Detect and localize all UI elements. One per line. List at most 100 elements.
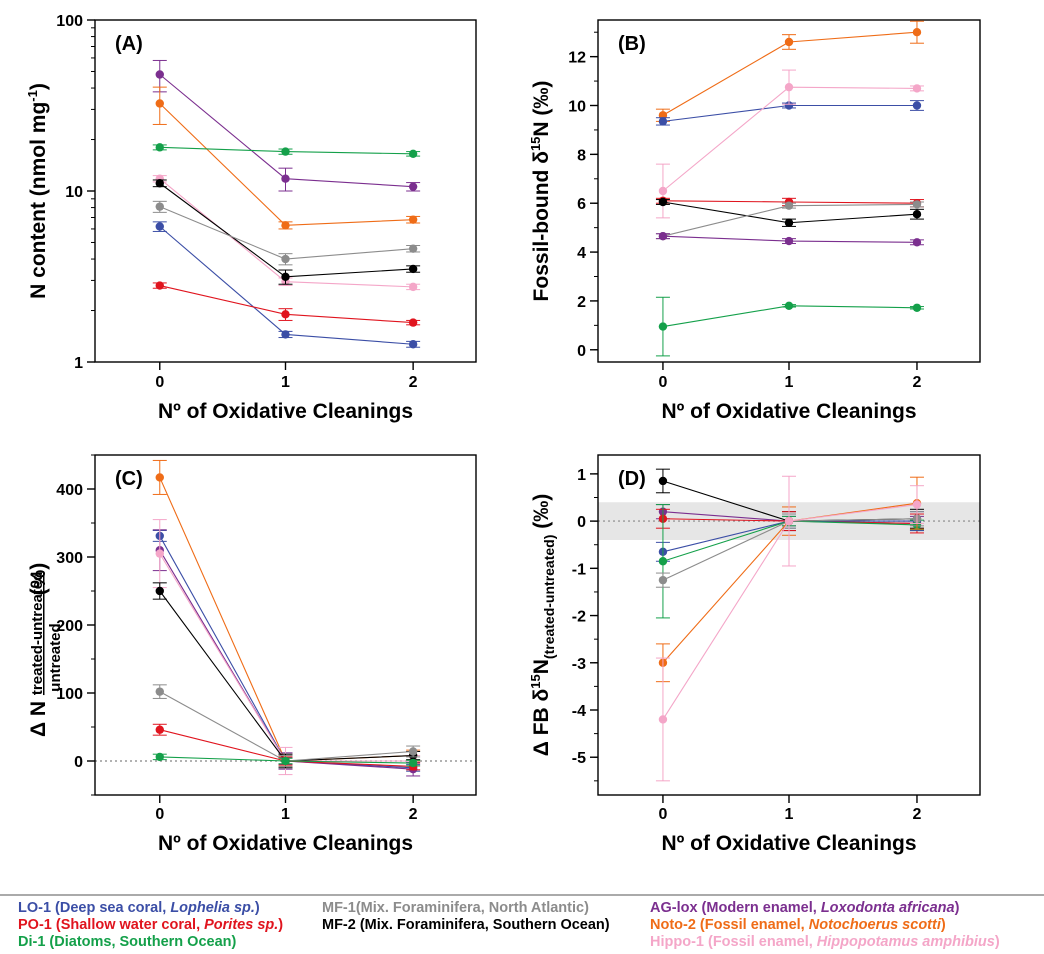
y-tick-label: -4: [572, 703, 586, 720]
series-Hippo-1: [152, 519, 421, 776]
data-point-AG-lox: [155, 70, 164, 79]
data-point-MF-1: [658, 575, 668, 585]
series-Di-1: [152, 752, 421, 768]
panel-label: (C): [115, 468, 143, 490]
data-point-Di-1: [281, 147, 290, 156]
data-point-PO-1: [281, 310, 290, 319]
y-tick-label: -5: [572, 750, 586, 767]
y-axis-label: Δ FB δ15N(treated-untreated) (‰): [528, 494, 557, 756]
data-point-Di-1: [784, 301, 794, 311]
data-point-Hippo-1: [408, 282, 418, 292]
series-line-Noto-2: [159, 477, 414, 762]
data-point-MF-2: [912, 210, 922, 219]
x-tick-label: 0: [658, 374, 667, 391]
legend-entry-LO-1: LO-1 (Deep sea coral, Lophelia sp.): [18, 900, 260, 916]
data-point-MF-2: [408, 264, 418, 274]
data-point-MF-2: [281, 272, 290, 281]
series-Noto-2: [152, 86, 421, 230]
y-tick-label: 100: [56, 686, 83, 703]
legend-entry-MF-1: MF-1(Mix. Foraminifera, North Atlantic): [322, 900, 589, 916]
data-point-MF-1: [408, 747, 418, 756]
legend-entry-Di-1: Di-1 (Diatoms, Southern Ocean): [18, 934, 237, 950]
series-line-Hippo-1: [159, 178, 414, 288]
chart-panel-3: 0 100 200 300 400 0 1 2 Nº of Oxidative Cleaning…: [27, 454, 477, 855]
data-point-Noto-2: [155, 473, 164, 482]
data-point-MF-1: [281, 254, 290, 264]
data-point-AG-lox: [784, 236, 794, 246]
data-point-Di-1: [155, 752, 164, 762]
data-point-MF-2: [658, 476, 668, 486]
data-point-MF-2: [784, 218, 794, 227]
y-tick-label: 10: [568, 99, 586, 116]
series-MF-2: [655, 197, 924, 227]
data-point-Di-1: [658, 322, 668, 331]
data-point-Noto-2: [912, 28, 922, 37]
data-point-Hippo-1: [784, 516, 794, 526]
series-Hippo-1: [655, 475, 924, 782]
chart-panel-1: 1 10 100 0 1 2 Nº of Oxidative Cleanings (A) N c…: [25, 13, 477, 423]
series-line-AG-lox: [159, 549, 414, 770]
y-tick-label: 1: [74, 355, 83, 372]
data-point-Di-1: [155, 143, 164, 152]
y-tick-label: -1: [572, 561, 586, 578]
series-MF-1: [152, 200, 421, 266]
data-point-MF-1: [912, 200, 922, 209]
y-axis-label: Δ N treated-untreateduntreated(%): [27, 563, 64, 737]
y-tick-label: 300: [56, 550, 83, 567]
y-tick-label: 2: [577, 294, 586, 311]
data-point-MF-1: [155, 202, 164, 211]
data-point-PO-1: [155, 725, 164, 734]
series-LO-1: [655, 100, 924, 126]
series-LO-1: [152, 529, 421, 772]
data-point-AG-lox: [912, 238, 922, 247]
legend-entry-Noto-2: Noto-2 (Fossil enamel, Notochoerus scott…: [650, 917, 946, 933]
series-MF-2: [152, 179, 421, 285]
series-Noto-2: [152, 459, 421, 767]
data-point-Hippo-1: [912, 500, 922, 509]
data-point-Noto-2: [281, 221, 290, 230]
y-tick-label: -3: [572, 656, 586, 673]
y-tick-label: 6: [577, 196, 586, 213]
data-point-MF-1: [155, 687, 164, 696]
x-axis-label: Nº of Oxidative Cleanings: [158, 400, 413, 423]
data-point-Hippo-1: [155, 549, 164, 558]
y-axis-label: Fossil-bound δ15N (‰): [528, 81, 553, 302]
series-line-AG-lox: [159, 74, 414, 188]
x-tick-label: 2: [409, 806, 418, 823]
x-tick-label: 1: [281, 806, 290, 823]
series-line-MF-1: [159, 691, 414, 762]
data-point-AG-lox: [658, 231, 668, 241]
y-tick-label: 10: [65, 184, 83, 201]
data-point-LO-1: [281, 330, 290, 339]
y-tick-label: 12: [568, 50, 586, 67]
x-tick-label: 2: [409, 374, 418, 391]
data-point-Noto-2: [784, 37, 794, 47]
data-point-Hippo-1: [784, 82, 794, 92]
x-tick-label: 1: [281, 374, 290, 391]
data-point-Hippo-1: [658, 186, 668, 196]
series-AG-lox: [655, 231, 924, 247]
x-axis-label: Nº of Oxidative Cleanings: [158, 832, 413, 855]
x-tick-label: 0: [155, 806, 164, 823]
series-Di-1: [152, 143, 421, 159]
data-point-MF-1: [784, 201, 794, 210]
y-tick-label: 1: [577, 467, 586, 484]
series-Di-1: [655, 296, 924, 357]
data-point-Hippo-1: [912, 84, 922, 93]
data-point-LO-1: [912, 101, 922, 110]
legend-entry-AG-lox: AG-lox (Modern enamel, Loxodonta african…: [650, 900, 960, 916]
data-point-Hippo-1: [658, 715, 668, 724]
data-point-LO-1: [784, 101, 794, 110]
legend: LO-1 (Deep sea coral, Lophelia sp.)PO-1 …: [18, 900, 1000, 950]
data-point-Di-1: [281, 756, 290, 766]
series-line-Hippo-1: [159, 553, 414, 762]
x-tick-label: 0: [155, 374, 164, 391]
y-tick-label: 0: [74, 754, 83, 771]
panel-label: (A): [115, 33, 143, 55]
data-point-Noto-2: [155, 99, 164, 108]
y-tick-label: 4: [577, 245, 586, 262]
series-AG-lox: [152, 59, 421, 192]
plot-frame: [94, 454, 477, 796]
